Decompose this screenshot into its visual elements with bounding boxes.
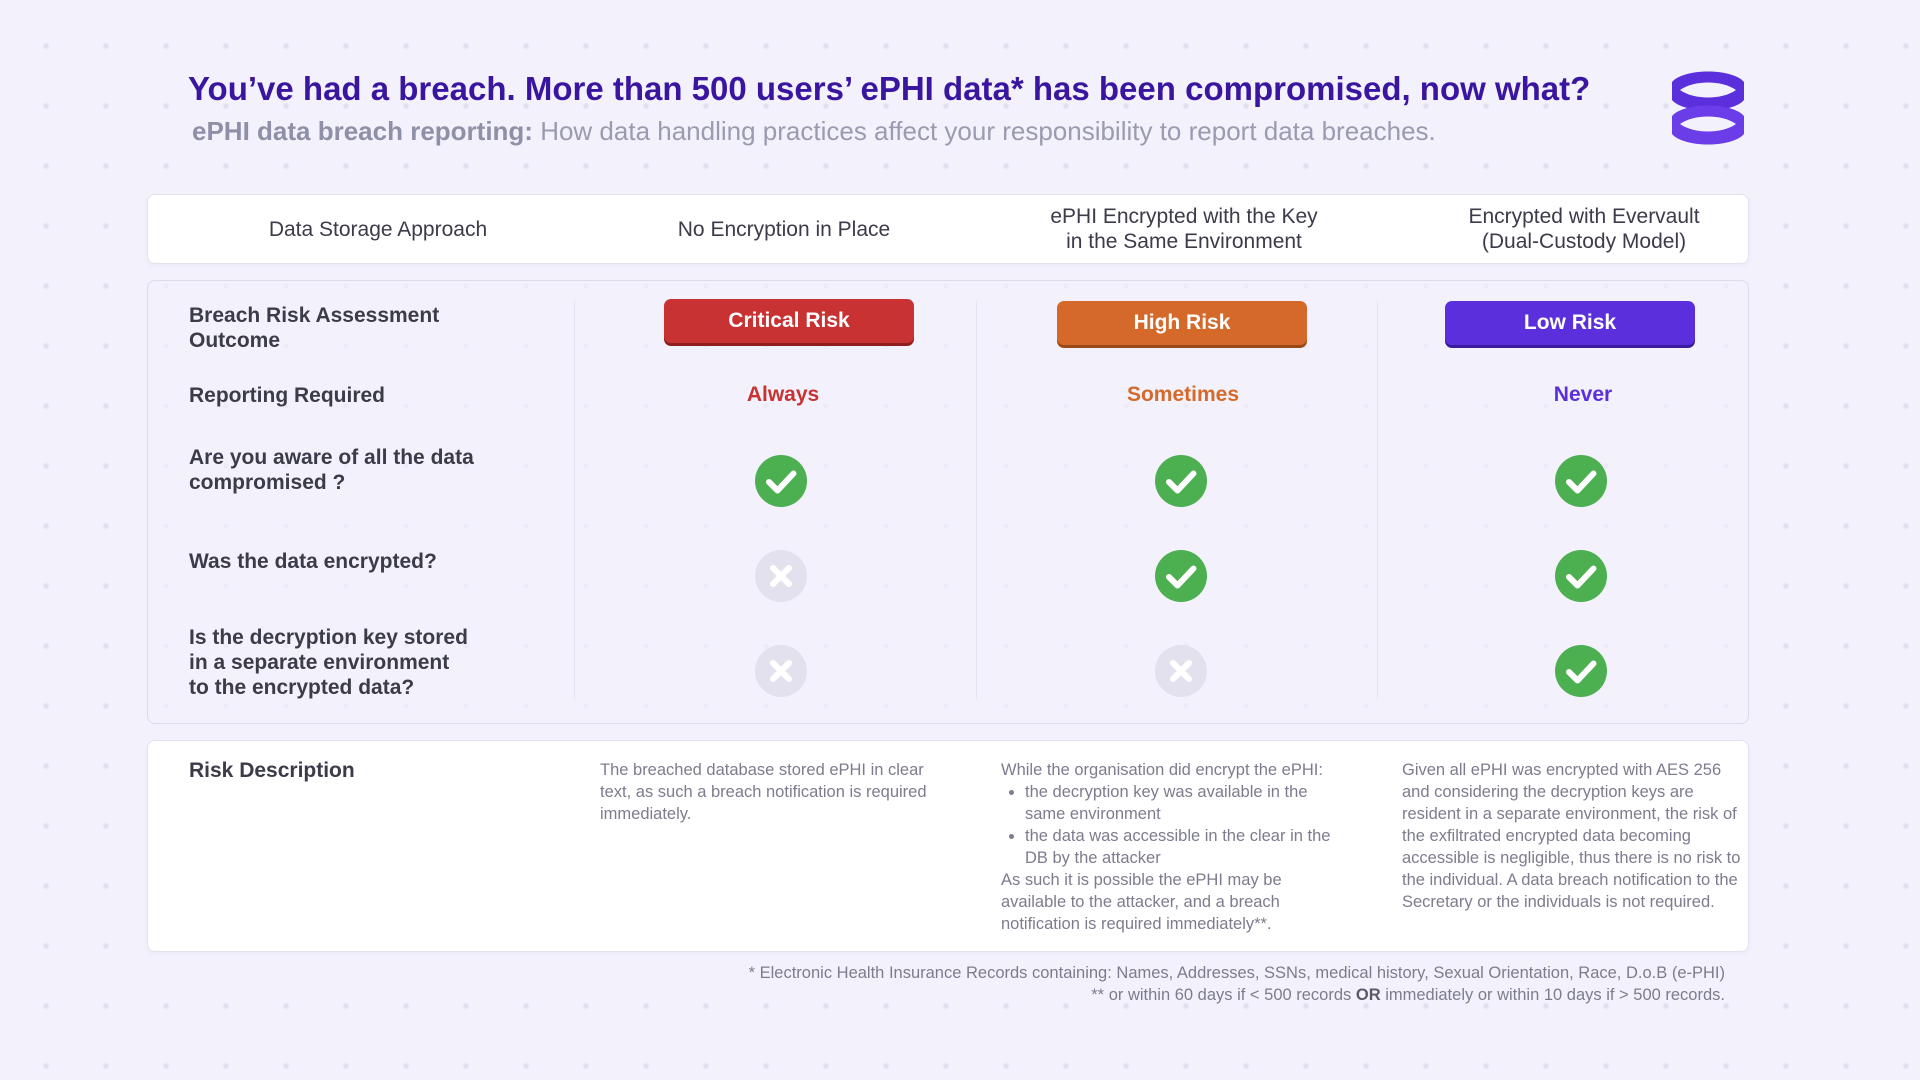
footnote-timing: ** or within 60 days if < 500 records OR…	[1091, 986, 1725, 1004]
column-header-evervault: Encrypted with Evervault (Dual-Custody Mo…	[1468, 205, 1700, 253]
comparison-body-panel: Breach Risk Assessment Outcome Critical …	[147, 280, 1749, 724]
column-divider	[976, 301, 977, 699]
list-item: the decryption key was available in the …	[1025, 781, 1351, 825]
low-risk-badge: Low Risk	[1445, 301, 1695, 345]
risk-description-panel: Risk Description The breached database s…	[147, 740, 1749, 952]
row-label-reporting: Reporting Required	[189, 384, 386, 407]
column-header-no-encryption: No Encryption in Place	[677, 217, 891, 241]
risk-description-evervault: Given all ePHI was encrypted with AES 25…	[1402, 761, 1741, 911]
cross-icon	[1155, 645, 1207, 697]
column-divider	[1377, 301, 1378, 699]
check-icon	[755, 455, 807, 507]
cross-icon	[755, 645, 807, 697]
footnote-ephi: * Electronic Health Insurance Records co…	[748, 964, 1725, 982]
row-label-key-separate: Is the decryption key stored in a separa…	[189, 626, 468, 699]
row-label-aware: Are you aware of all the data compromise…	[189, 446, 474, 494]
risk-description-same-env: While the organisation did encrypt the e…	[1001, 759, 1351, 935]
cross-icon	[755, 550, 807, 602]
column-header-panel: Data Storage Approach No Encryption in P…	[147, 194, 1749, 264]
subtitle-bold: ePHI data breach reporting:	[192, 116, 533, 146]
subtitle-rest: How data handling practices affect your …	[532, 116, 1436, 146]
high-risk-badge: High Risk	[1057, 301, 1307, 345]
page-title: You’ve had a breach. More than 500 users…	[188, 70, 1591, 107]
list-item: the data was accessible in the clear in …	[1025, 825, 1351, 869]
check-icon	[1555, 645, 1607, 697]
check-icon	[1155, 455, 1207, 507]
check-icon	[1555, 550, 1607, 602]
reporting-value-always: Always	[746, 383, 820, 406]
check-icon	[1155, 550, 1207, 602]
evervault-logo-icon	[1672, 71, 1744, 145]
row-label-encrypted: Was the data encrypted?	[189, 550, 437, 573]
reporting-value-never: Never	[1553, 383, 1613, 406]
risk-description-no-encryption: The breached database stored ePHI in cle…	[600, 761, 927, 823]
row-label-risk-assessment: Breach Risk Assessment Outcome	[189, 304, 440, 352]
column-header-approach: Data Storage Approach	[268, 217, 488, 241]
column-divider	[574, 301, 575, 699]
reporting-value-sometimes: Sometimes	[1126, 383, 1240, 406]
column-header-same-env: ePHI Encrypted with the Key in the Same E…	[1050, 205, 1318, 253]
risk-description-label: Risk Description	[189, 759, 355, 782]
page-subtitle: ePHI data breach reporting: How data han…	[192, 116, 1436, 147]
critical-risk-badge: Critical Risk	[664, 299, 914, 343]
check-icon	[1555, 455, 1607, 507]
